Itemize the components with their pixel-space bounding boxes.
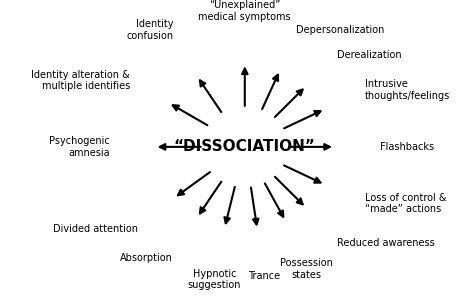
Text: Derealization: Derealization <box>337 50 401 60</box>
Text: Loss of control &
“made” actions: Loss of control & “made” actions <box>365 193 447 215</box>
Text: Divided attention: Divided attention <box>53 224 138 234</box>
Text: Identity alteration &
multiple identifies: Identity alteration & multiple identifie… <box>31 70 130 92</box>
Text: Possession
states: Possession states <box>280 258 333 280</box>
Text: Depersonalization: Depersonalization <box>296 25 384 35</box>
Text: “Unexplained”
medical symptoms: “Unexplained” medical symptoms <box>199 0 291 22</box>
Text: Flashbacks: Flashbacks <box>380 142 434 152</box>
Text: “DISSOCIATION”: “DISSOCIATION” <box>174 139 316 154</box>
Text: Psychogenic
amnesia: Psychogenic amnesia <box>49 136 109 158</box>
Text: Identity
confusion: Identity confusion <box>126 19 173 41</box>
Text: Reduced awareness: Reduced awareness <box>337 238 435 248</box>
Text: Trance: Trance <box>247 271 280 281</box>
Text: Intrusive
thoughts/feelings: Intrusive thoughts/feelings <box>365 79 450 101</box>
Text: Hypnotic
suggestion: Hypnotic suggestion <box>188 269 241 290</box>
Text: Absorption: Absorption <box>120 253 173 263</box>
